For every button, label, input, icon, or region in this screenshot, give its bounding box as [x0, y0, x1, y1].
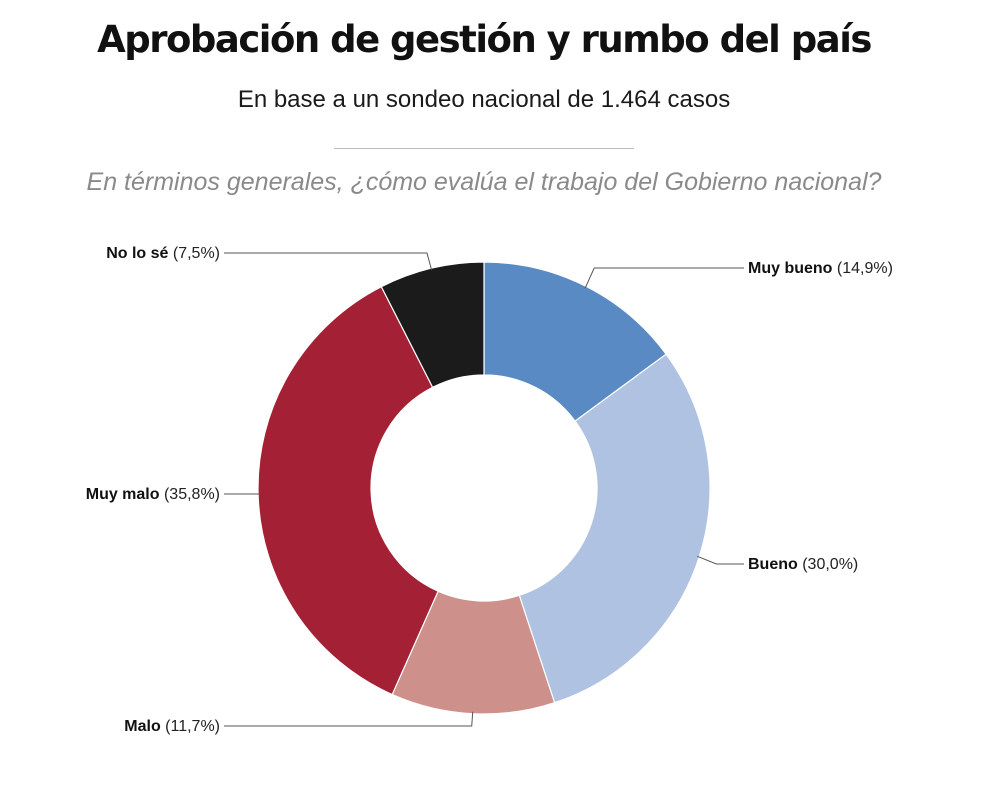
slice-label-value: (14,9%) [837, 260, 893, 277]
slice-label: Bueno (30,0%) [748, 556, 858, 573]
slice-label-name: No lo sé [106, 245, 173, 262]
chart-title: Aprobación de gestión y rumbo del país [97, 18, 872, 61]
slice-label: Muy bueno (14,9%) [748, 260, 893, 277]
slice-label-name: Malo [124, 718, 165, 735]
leader-line [584, 267, 744, 289]
leader-line [224, 252, 433, 271]
leader-line [697, 555, 744, 565]
slice-label-value: (7,5%) [173, 245, 220, 262]
slice-muy-malo [257, 285, 439, 696]
slice-label-value: (11,7%) [165, 718, 220, 735]
slice-label-name: Bueno [748, 556, 802, 573]
slice-no-lo-sé [380, 261, 485, 389]
donut-slices [257, 261, 711, 715]
slice-label-name: Muy malo [86, 486, 164, 503]
slice-labels: Muy bueno (14,9%) Bueno (30,0%) Malo (11,7… [86, 245, 893, 735]
chart-subtitle: En base a un sondeo nacional de 1.464 ca… [237, 86, 731, 113]
slice-label-value: (35,8%) [164, 486, 220, 503]
slice-label-name: Muy bueno [748, 260, 837, 277]
leader-line [224, 711, 474, 727]
slice-label: Malo (11,7%) [124, 718, 220, 735]
survey-question: En términos generales, ¿cómo evalúa el t… [86, 168, 882, 196]
slice-label: No lo sé (7,5%) [106, 245, 220, 262]
title-divider [334, 148, 634, 149]
slice-label: Muy malo (35,8%) [86, 486, 220, 503]
slice-muy-bueno [483, 261, 667, 422]
slice-bueno [518, 353, 711, 704]
slice-label-value: (30,0%) [802, 556, 858, 573]
